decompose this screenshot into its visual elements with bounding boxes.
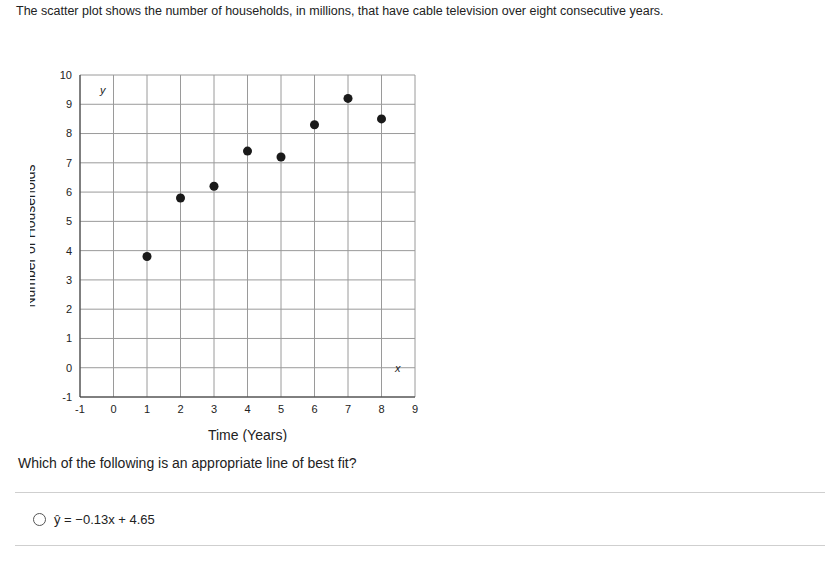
- svg-text:2: 2: [66, 303, 72, 315]
- svg-text:-1: -1: [75, 403, 85, 415]
- svg-text:7: 7: [66, 157, 72, 169]
- html-text:ŷ = −0.13x + 4.65: ŷ = −0.13x + 4.65: [54, 511, 155, 527]
- svg-text:4: 4: [66, 245, 72, 257]
- html-text:Which of the following is an a: Which of the following is an appropriate…: [18, 455, 357, 471]
- svg-text:Number of Households: Number of Households: [30, 164, 38, 307]
- svg-text:4: 4: [244, 403, 250, 415]
- svg-text:1: 1: [66, 332, 72, 344]
- svg-text:Time (Years): Time (Years): [208, 427, 287, 442]
- html-text:x: x: [395, 362, 401, 374]
- svg-text:8: 8: [378, 403, 384, 415]
- svg-text:10: 10: [60, 69, 72, 81]
- svg-text:7: 7: [345, 403, 351, 415]
- svg-text:1: 1: [144, 403, 150, 415]
- svg-text:3: 3: [66, 274, 72, 286]
- svg-text:9: 9: [66, 98, 72, 110]
- svg-text:0: 0: [66, 362, 72, 374]
- svg-text:8: 8: [66, 127, 72, 139]
- svg-text:5: 5: [278, 403, 284, 415]
- svg-text:0: 0: [110, 403, 116, 415]
- svg-text:6: 6: [311, 403, 317, 415]
- svg-text:5: 5: [66, 215, 72, 227]
- html-text:y: y: [100, 84, 106, 96]
- svg-text:-1: -1: [62, 391, 72, 403]
- svg-text:3: 3: [211, 403, 217, 415]
- html-text:The scatter plot shows the num: The scatter plot shows the number of hou…: [16, 4, 664, 18]
- svg-text:9: 9: [412, 403, 418, 415]
- svg-text:6: 6: [66, 186, 72, 198]
- svg-text:2: 2: [177, 403, 183, 415]
